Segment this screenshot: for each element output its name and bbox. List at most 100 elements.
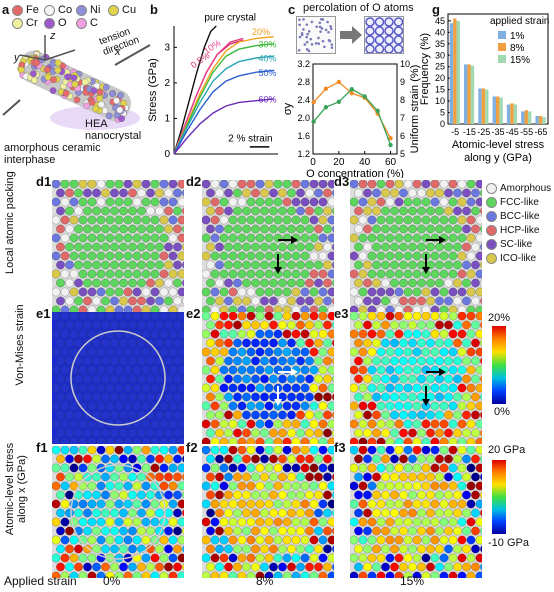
panel-f2-letter: f2	[186, 440, 198, 455]
panel-d2-letter: d2	[186, 174, 202, 189]
legend-label: 15%	[510, 55, 530, 66]
ytick-left-label: 2.4	[297, 95, 310, 105]
element-cr-legend: Cr	[12, 17, 44, 30]
bar	[527, 111, 532, 124]
ytick-label: 45	[435, 16, 445, 26]
panel-b-letter: b	[150, 2, 158, 17]
bar	[513, 104, 518, 124]
panel-a-letter: a	[2, 2, 10, 17]
data-point	[323, 105, 329, 110]
xtick-label: 40	[359, 157, 371, 168]
bar	[495, 96, 500, 124]
element-co-legend: Co	[44, 4, 76, 17]
ytick-right-label: 9	[400, 77, 405, 87]
series-label: 20%	[252, 27, 270, 37]
panel-d3-letter: d3	[334, 174, 350, 189]
element-c-legend: C	[76, 17, 106, 30]
bar	[481, 88, 486, 124]
percolation-title: percolation of O atoms	[303, 2, 414, 14]
bar	[478, 88, 482, 124]
bar	[485, 89, 489, 124]
data-point	[336, 99, 342, 104]
y-axis-label: Stress (GPa)	[148, 58, 159, 122]
atomic-map-f2	[202, 446, 334, 578]
data-point	[388, 142, 393, 148]
o-concentration-chart: 0 20 40 60 1.2 1.6 2.0 2.4 2.8 3.2 5 6 7 8 9 10 O concen…	[283, 59, 421, 178]
series-line	[173, 37, 244, 155]
element-cu-legend: Cu	[108, 4, 138, 17]
stress-cbar-max: 20 GPa	[488, 444, 526, 456]
bar	[524, 110, 528, 124]
packing-legend-sc-like: SC-like	[486, 238, 551, 252]
bar	[521, 111, 525, 124]
xtick-label: -55	[520, 127, 533, 137]
element-o-legend: O	[44, 17, 76, 30]
row-label-strain: Von-Mises strain	[14, 304, 26, 386]
series-label: 60%	[259, 94, 277, 104]
legend-swatch	[498, 55, 506, 63]
bar	[499, 97, 503, 124]
y-left-axis-label: σy	[283, 102, 294, 115]
axis-x-label: x	[115, 46, 121, 58]
ytick-label: 15	[435, 85, 445, 95]
series-label: 30%	[259, 39, 277, 49]
bar	[467, 64, 471, 124]
hea-nanocrystal-label: HEA nanocrystal	[85, 118, 142, 142]
packing-legend-hcp-like: HCP-like	[486, 224, 551, 238]
ytick-left-label: 2.8	[297, 77, 310, 87]
xtick-label: -25	[477, 127, 490, 137]
legend-swatch	[498, 31, 506, 39]
ytick-left-label: 1.6	[297, 131, 310, 141]
x-axis-label: O concentration (%)	[306, 168, 404, 178]
ytick-label: 10	[435, 96, 445, 106]
ytick-label: 1	[164, 113, 170, 124]
row-label-stress: Atomic-level stress along x (GPa)	[4, 442, 28, 536]
data-point	[362, 94, 367, 99]
packing-legend-amorphous: Amorphous	[486, 182, 551, 196]
y-axis-label: Frequency (%)	[420, 33, 431, 105]
atomic-map-f3	[350, 446, 482, 578]
bar	[510, 103, 514, 124]
ytick-left-label: 3.2	[297, 59, 310, 69]
axis-y-label: y	[14, 52, 20, 64]
atomic-map-f1	[52, 446, 184, 578]
element-ni-legend: Ni	[76, 4, 108, 17]
bar	[506, 104, 511, 124]
ytick-right-label: 8	[400, 95, 405, 105]
ytick-right-label: 6	[400, 131, 405, 141]
panel-f1-letter: f1	[36, 440, 48, 455]
packing-legend: Amorphous FCC-like BCC-like HCP-like SC-like…	[486, 182, 551, 266]
series-label: 50%	[259, 68, 277, 78]
data-point	[311, 119, 316, 124]
xtick-label: -5	[451, 127, 459, 137]
bar	[542, 117, 546, 124]
bar	[470, 65, 475, 124]
series-line	[173, 43, 274, 155]
ytick-label: 35	[435, 39, 445, 49]
data-point	[336, 79, 342, 85]
ytick-right-label: 7	[400, 113, 405, 123]
xtick-label: 20	[333, 157, 345, 168]
strain-cbar-min: 0%	[494, 406, 510, 418]
series-line	[173, 69, 274, 155]
atomic-map-d3	[350, 180, 482, 312]
bar	[453, 18, 457, 125]
data-point	[375, 108, 380, 113]
strain-scale-label: 2 % strain	[228, 134, 272, 145]
xtick-label: -35	[491, 127, 504, 137]
panel-e3-letter: e3	[334, 306, 349, 321]
data-point	[349, 91, 354, 96]
strain-value-1: 0%	[103, 574, 121, 588]
axis-z-label: z	[50, 30, 56, 42]
atomic-map-d1	[52, 180, 184, 312]
atomic-map-d2	[202, 180, 334, 312]
bar	[456, 20, 460, 124]
data-point	[311, 100, 316, 105]
ytick-label: 25	[435, 62, 445, 72]
series-line	[173, 55, 274, 155]
row-label-packing: Local atomic packing	[4, 171, 16, 274]
series-label: 40%	[259, 54, 277, 64]
xtick-label: 0	[310, 157, 316, 168]
legend-label: 8%	[510, 43, 525, 54]
